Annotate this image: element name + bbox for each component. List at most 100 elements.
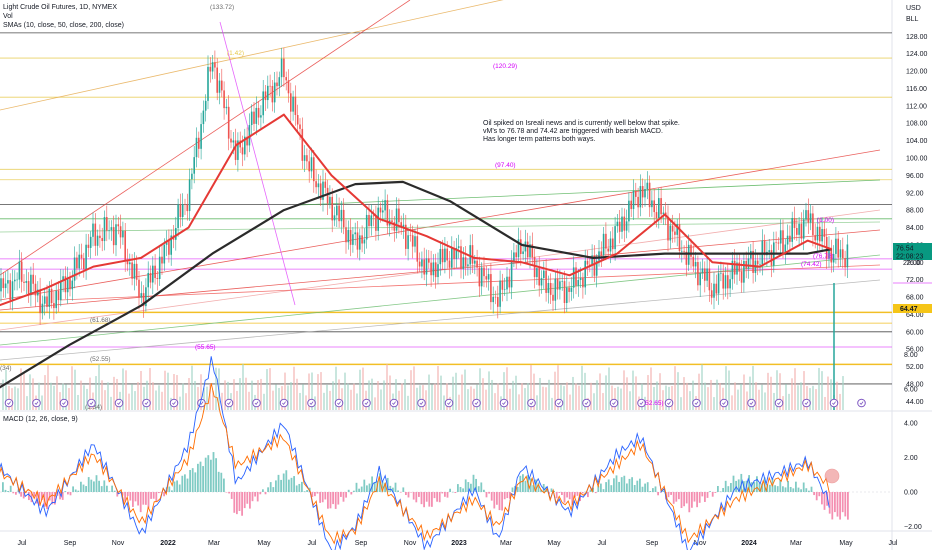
volume-bar xyxy=(95,376,97,410)
histogram-bar xyxy=(459,486,462,492)
candle-body xyxy=(517,239,520,258)
candle-body xyxy=(425,258,428,275)
histogram-bar xyxy=(402,487,405,492)
price-partial-label: 22.00 xyxy=(903,260,921,267)
volume-bar xyxy=(563,386,565,410)
volume-bar xyxy=(350,389,352,410)
legend-smas[interactable]: SMAs (10, close, 50, close, 200, close) xyxy=(3,22,124,29)
volume-bar xyxy=(779,373,781,410)
histogram-bar xyxy=(33,492,35,497)
volume-bar xyxy=(17,388,19,410)
event-marker-icon xyxy=(719,398,729,408)
histogram-bar xyxy=(672,492,675,504)
event-marker-glyph xyxy=(584,401,589,406)
annotation-label: (74.42) xyxy=(801,261,822,268)
volume-bar xyxy=(47,365,49,410)
histogram-bar xyxy=(340,492,342,497)
candle-body xyxy=(108,230,110,231)
histogram-bar xyxy=(80,481,82,492)
event-marker-icon xyxy=(664,398,674,408)
histogram-bar xyxy=(522,474,524,492)
legend-symbol[interactable]: Light Crude Oil Futures, 1D, NYMEX xyxy=(3,4,117,11)
volume-bar xyxy=(482,378,484,410)
candle-body xyxy=(195,137,198,158)
annotation-label: (1.34) xyxy=(85,404,102,411)
volume-bar xyxy=(578,385,580,410)
candle-body xyxy=(356,232,359,250)
candle-body xyxy=(786,235,789,245)
candle-body xyxy=(671,225,674,232)
candle-body xyxy=(89,236,92,248)
histogram-bar xyxy=(384,482,386,492)
time-tick-label: Nov xyxy=(694,540,707,547)
legend-vol[interactable]: Vol xyxy=(3,13,13,20)
volume-bar xyxy=(536,395,538,410)
histogram-bar xyxy=(737,479,740,492)
candle-body xyxy=(618,221,621,232)
histogram-bar xyxy=(275,480,277,492)
volume-bar xyxy=(200,374,202,410)
candle-body xyxy=(99,235,101,239)
histogram-bar xyxy=(163,492,165,497)
histogram-bar xyxy=(592,487,594,492)
last-price-value: 76.54 xyxy=(896,246,914,253)
histogram-bar xyxy=(797,487,800,492)
candle-body xyxy=(301,128,304,161)
volume-bar xyxy=(185,393,187,410)
candle-body xyxy=(694,262,697,267)
histogram-bar xyxy=(691,492,693,508)
candle-body xyxy=(110,227,113,231)
event-marker-glyph xyxy=(364,401,369,406)
candle-body xyxy=(635,190,637,197)
volume-bar xyxy=(227,381,229,410)
candle-body xyxy=(163,244,166,264)
legend-macd[interactable]: MACD (12, 26, close, 9) xyxy=(3,416,78,423)
analysis-note[interactable]: Oil spiked on Isreali news and is curren… xyxy=(483,120,680,145)
histogram-bar xyxy=(41,492,43,501)
candle-body xyxy=(646,182,649,189)
volume-bar xyxy=(836,381,838,410)
histogram-bar xyxy=(64,491,67,492)
histogram-bar xyxy=(483,489,485,492)
annotation-label: (52.55) xyxy=(90,356,111,363)
event-marker-glyph xyxy=(749,401,754,406)
volume-bar xyxy=(542,386,544,410)
candle-body xyxy=(48,288,51,307)
volume-bar xyxy=(143,386,145,410)
candle-body xyxy=(720,273,722,274)
candle-body xyxy=(416,236,419,262)
volume-bar xyxy=(362,367,364,410)
price-tick-label: 96.00 xyxy=(906,173,924,180)
histogram-bar xyxy=(613,478,615,492)
event-marker-glyph xyxy=(89,401,94,406)
candle-body xyxy=(582,278,584,288)
event-marker-icon xyxy=(857,398,866,408)
currency-label: USD xyxy=(906,5,921,12)
event-marker-glyph xyxy=(254,401,259,406)
candle-body xyxy=(805,210,807,220)
candle-body xyxy=(446,248,448,261)
candle-body xyxy=(492,296,494,303)
histogram-bar xyxy=(597,485,600,492)
candle-body xyxy=(731,260,734,280)
volume-bar xyxy=(131,384,133,410)
histogram-bar xyxy=(623,475,626,492)
volume-bar xyxy=(803,371,805,410)
event-marker-icon xyxy=(142,398,151,408)
histogram-bar xyxy=(69,492,72,496)
volume-bar xyxy=(26,396,28,410)
volume-bar xyxy=(731,395,733,410)
histogram-bar xyxy=(685,492,688,504)
volume-bar xyxy=(581,365,583,410)
volume-bar xyxy=(518,394,520,410)
price-tick-label: 120.00 xyxy=(906,69,928,76)
candle-body xyxy=(474,260,476,264)
candle-body xyxy=(411,235,414,247)
histogram-bar xyxy=(108,491,111,492)
volume-bar xyxy=(776,370,778,410)
histogram-bar xyxy=(46,492,48,510)
candle-body xyxy=(333,215,336,221)
volume-bar xyxy=(506,367,508,410)
histogram-bar xyxy=(433,492,436,499)
